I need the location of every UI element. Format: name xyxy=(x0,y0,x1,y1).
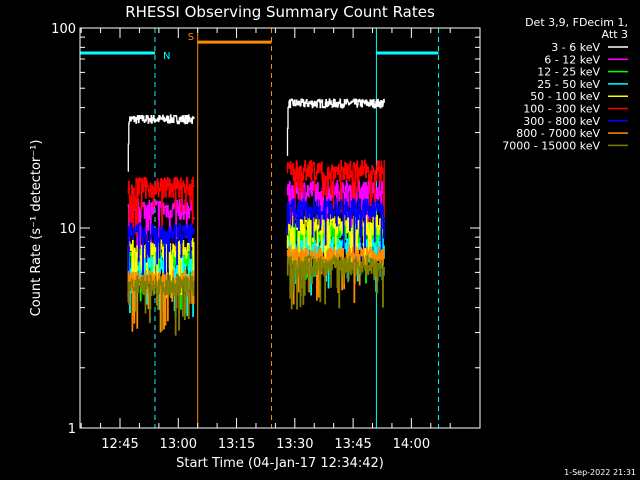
legend-entry-label-0: 3 - 6 keV xyxy=(551,41,600,54)
x-tick-label-2: 13:15 xyxy=(218,437,255,452)
x-axis-label: Start Time (04-Jan-17 12:34:42) xyxy=(176,456,384,471)
y-axis-label: Count Rate (s⁻¹ detector⁻¹) xyxy=(29,140,44,317)
legend-header-line-2: Att 3 xyxy=(602,28,628,41)
series-line-8-segment-1 xyxy=(286,254,385,310)
y-tick-label-2: 100 xyxy=(51,22,76,37)
legend-entry-label-4: 50 - 100 keV xyxy=(530,90,600,103)
ticks: 12:45 13:00 13:15 13:30 13:45 14:00 1 10 100 xyxy=(51,22,480,452)
legend-entry-label-7: 800 - 7000 keV xyxy=(516,127,600,140)
y-tick-label-1: 10 xyxy=(59,222,76,237)
legend-entry-label-2: 12 - 25 keV xyxy=(537,66,600,79)
series-line-5-segment-1 xyxy=(286,159,385,222)
legend-header-line-1: Det 3,9, FDecim 1, xyxy=(525,16,628,29)
legend-entry-label-6: 300 - 800 keV xyxy=(523,115,600,128)
series-line-6-segment-1 xyxy=(286,198,385,261)
series-layer xyxy=(127,98,385,336)
annotation-label-S: S xyxy=(188,32,194,43)
legend-entry-label-5: 100 - 300 keV xyxy=(523,103,600,116)
legend-entry-label-1: 6 - 12 keV xyxy=(544,53,600,66)
timestamp: 1-Sep-2022 21:31 xyxy=(564,468,636,477)
series-line-0-segment-1 xyxy=(286,98,385,156)
series-line-0-segment-0 xyxy=(127,114,195,172)
series-line-5-segment-0 xyxy=(127,176,195,238)
x-tick-label-1: 13:00 xyxy=(160,437,197,452)
x-tick-label-4: 13:45 xyxy=(334,437,371,452)
x-tick-label-3: 13:30 xyxy=(276,437,313,452)
legend-entry-label-8: 7000 - 15000 keV xyxy=(502,139,600,152)
series-line-6-segment-0 xyxy=(127,222,195,281)
chart-title: RHESSI Observing Summary Count Rates xyxy=(125,3,435,21)
legend-entry-label-3: 25 - 50 keV xyxy=(537,78,600,91)
x-tick-label-0: 12:45 xyxy=(101,437,138,452)
annotation-label-N: N xyxy=(163,51,170,62)
x-tick-label-5: 14:00 xyxy=(393,437,430,452)
series-line-8-segment-0 xyxy=(127,274,195,336)
y-tick-label-0: 1 xyxy=(68,422,76,437)
